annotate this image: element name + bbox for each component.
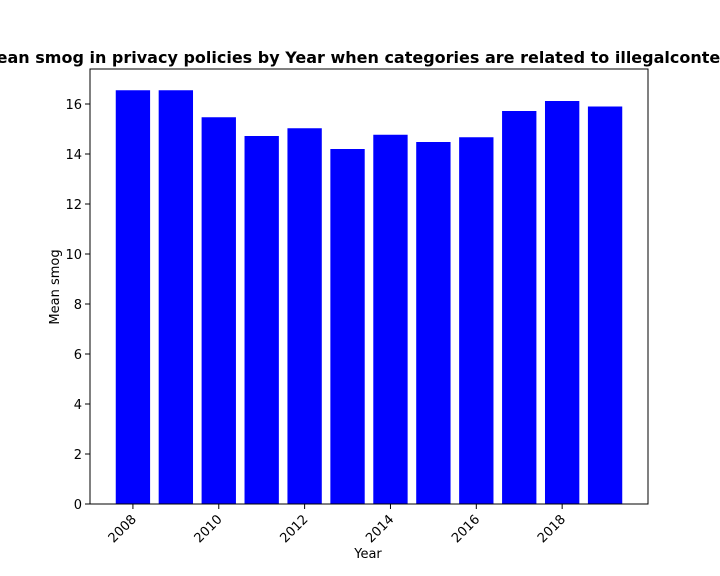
bar-2010 [201, 117, 236, 504]
bar-2017 [502, 111, 537, 504]
y-axis: 0 2 4 6 8 10 12 14 16 [65, 98, 90, 513]
y-tick-label: 12 [65, 198, 82, 213]
bar-2018 [544, 101, 580, 504]
plot-frame [89, 68, 649, 505]
bar-2015 [416, 142, 451, 504]
x-axis-label: Year [353, 547, 382, 562]
x-tick-label: 2010 [192, 512, 226, 546]
y-tick-label: 0 [74, 498, 82, 513]
x-tick-label: 2012 [277, 512, 311, 546]
bar-2009 [158, 90, 194, 504]
y-tick-label: 16 [65, 98, 82, 113]
y-axis-label: Mean smog [48, 249, 63, 324]
bar-2016 [459, 137, 494, 504]
bar-2012 [287, 128, 322, 504]
y-tick-label: 10 [65, 248, 82, 263]
bar-2013 [330, 149, 365, 504]
y-tick-label: 8 [74, 298, 82, 313]
y-tick-label: 4 [74, 398, 82, 413]
x-axis: 2008 2010 2012 2014 2016 2018 [106, 504, 569, 546]
y-tick-label: 14 [65, 148, 82, 163]
x-tick-label: 2008 [106, 512, 140, 546]
y-tick-label: 6 [74, 348, 82, 363]
bar-2019 [587, 106, 623, 504]
bar-2008 [115, 90, 151, 504]
chart-title: Mean smog in privacy policies by Year wh… [0, 48, 720, 67]
x-tick-label: 2016 [449, 512, 483, 546]
x-tick-label: 2018 [535, 512, 569, 546]
y-tick-label: 2 [74, 448, 82, 463]
bars-group [115, 90, 623, 504]
bar-2011 [244, 136, 279, 504]
bar-2014 [373, 134, 408, 504]
x-tick-label: 2014 [363, 512, 397, 546]
